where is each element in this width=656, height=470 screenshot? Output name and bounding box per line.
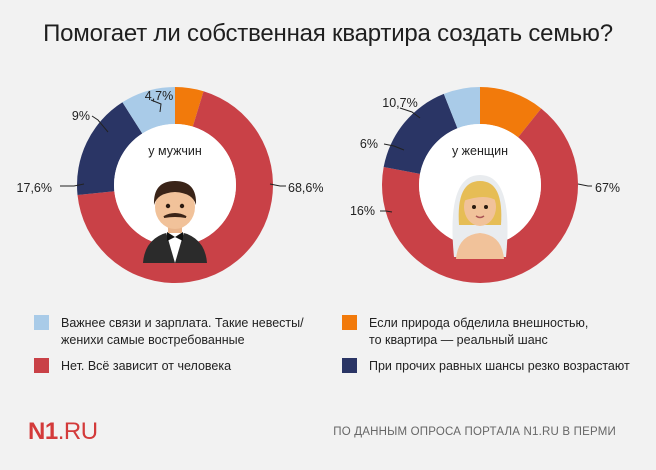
data-label-orange: 4,7% bbox=[145, 89, 174, 103]
groom-face bbox=[155, 185, 195, 229]
slice-navy bbox=[77, 102, 143, 195]
leader-line bbox=[269, 183, 286, 187]
leader-line bbox=[60, 183, 85, 187]
slice-orange bbox=[175, 87, 204, 127]
leader-line bbox=[380, 210, 393, 213]
legend-swatch-navy bbox=[342, 358, 357, 373]
legend-label-light-blue: Важнее связи и зарплата. Такие невесты/ … bbox=[61, 316, 304, 347]
donut-chart-1: у мужчин 4,7% 68,6% 17,6% 9% bbox=[17, 87, 323, 283]
groom-bowtie bbox=[167, 232, 183, 241]
legend-label-orange: Если природа обделила внешностью, то ква… bbox=[369, 316, 589, 347]
bride-eye bbox=[472, 205, 476, 209]
donut-center-label: у мужчин bbox=[148, 144, 202, 158]
slice-red bbox=[77, 91, 274, 283]
data-label-navy: 17,6% bbox=[17, 181, 52, 195]
groom-hair bbox=[153, 181, 197, 205]
legend-swatch-light-blue bbox=[34, 315, 49, 330]
leader-line bbox=[577, 183, 592, 187]
legend-item-red: Нет. Всё зависит от человека bbox=[34, 358, 334, 375]
groom-mustache bbox=[163, 213, 187, 218]
bride-bangs bbox=[463, 186, 497, 201]
leader-line bbox=[399, 107, 421, 119]
slice-navy bbox=[383, 93, 458, 174]
brand-rest: .RU bbox=[57, 418, 98, 445]
data-label-red: 68,6% bbox=[288, 181, 323, 195]
donut-chart-2: у женщин 10,7% 67% 16% 6% bbox=[350, 87, 620, 283]
legend-swatch-orange bbox=[342, 315, 357, 330]
leader-line bbox=[383, 143, 405, 151]
slice-red bbox=[382, 108, 578, 283]
bride-eye bbox=[484, 205, 488, 209]
leader-line bbox=[150, 99, 162, 113]
legend-item-light-blue: Важнее связи и зарплата. Такие невесты/ … bbox=[34, 315, 334, 349]
bride-shoulders bbox=[456, 233, 504, 259]
chart-title: Помогает ли собственная квартира создать… bbox=[43, 20, 613, 47]
data-label-red: 67% bbox=[595, 181, 620, 195]
bride-mouth bbox=[475, 215, 485, 219]
source-note: ПО ДАННЫМ ОПРОСА ПОРТАЛА N1.RU В ПЕРМИ bbox=[333, 426, 616, 438]
slice-light_blue bbox=[122, 87, 175, 134]
data-label-light_blue: 9% bbox=[72, 109, 90, 123]
groom-eye bbox=[165, 203, 171, 209]
slice-light_blue bbox=[443, 87, 480, 129]
legend-label-navy: При прочих равных шансы резко возрастают bbox=[369, 359, 630, 373]
brand-bold: N1 bbox=[28, 418, 58, 445]
legend-label-red: Нет. Всё зависит от человека bbox=[61, 359, 232, 373]
data-label-orange: 10,7% bbox=[382, 96, 417, 110]
leader-line bbox=[91, 115, 109, 133]
legend-item-orange: Если природа обделила внешностью, то ква… bbox=[342, 315, 602, 349]
donut-center-label: у женщин bbox=[452, 144, 508, 158]
legend-item-navy: При прочих равных шансы резко возрастают bbox=[342, 358, 632, 375]
bride-icon bbox=[452, 175, 508, 259]
groom-shirt bbox=[166, 232, 184, 263]
data-label-navy: 16% bbox=[350, 204, 375, 218]
data-label-light_blue: 6% bbox=[360, 137, 378, 151]
brand-logo: N1.RU bbox=[28, 418, 98, 446]
groom-icon bbox=[143, 181, 207, 263]
legend-swatch-red bbox=[34, 358, 49, 373]
slice-orange bbox=[480, 87, 542, 138]
groom-eye bbox=[179, 203, 185, 209]
